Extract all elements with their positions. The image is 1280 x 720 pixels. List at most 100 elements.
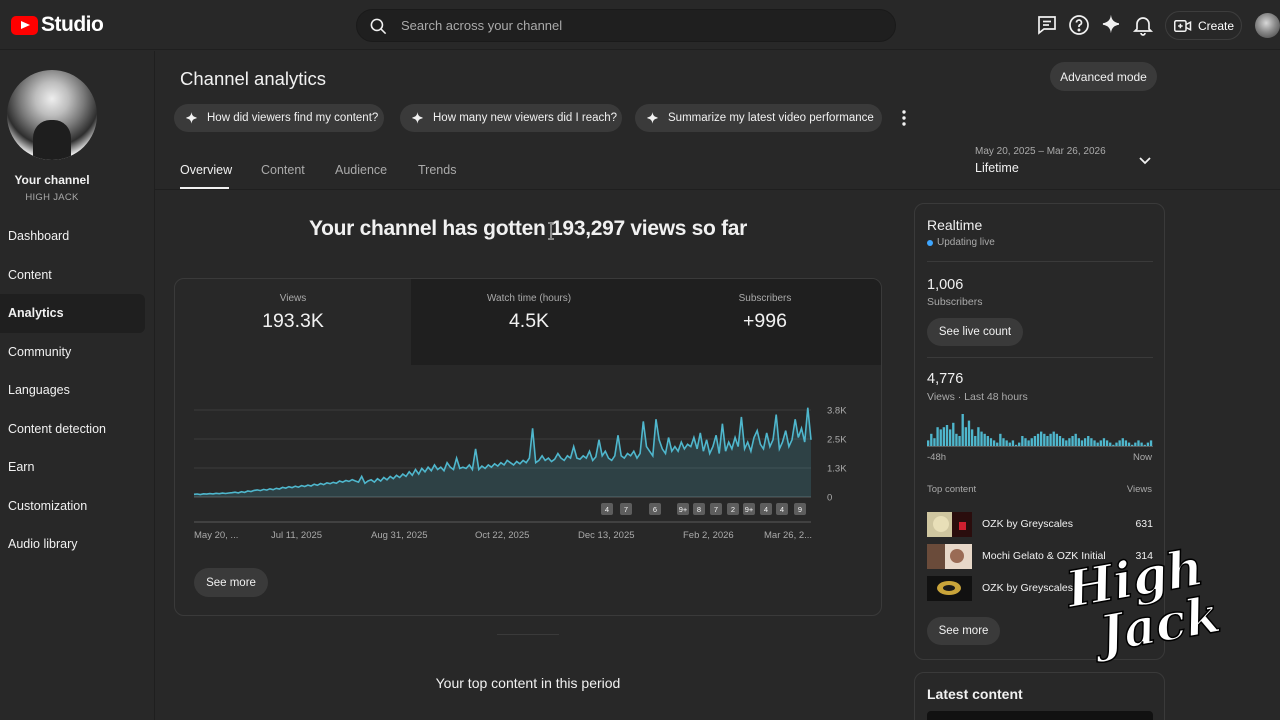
realtime-bar: [1074, 433, 1077, 447]
realtime-views-label: Views · Last 48 hours: [927, 391, 1028, 403]
search-icon[interactable]: [369, 17, 388, 36]
feedback-icon[interactable]: [1035, 13, 1059, 37]
realtime-bar: [980, 431, 983, 447]
realtime-bar: [1002, 438, 1005, 447]
realtime-bar: [1118, 440, 1121, 447]
realtime-bar: [1043, 433, 1046, 447]
create-button[interactable]: Create: [1165, 11, 1242, 40]
realtime-axis-end: Now: [1132, 452, 1152, 463]
video-marker-count: 7: [624, 505, 628, 514]
page-title: Channel analytics: [180, 68, 327, 89]
realtime-bar: [1146, 442, 1150, 447]
x-tick-label: Aug 31, 2025: [371, 530, 428, 541]
realtime-bar-chart[interactable]: [927, 412, 1153, 447]
realtime-bar: [977, 427, 980, 447]
realtime-title: Realtime: [927, 217, 983, 233]
sidebar-item-dashboard[interactable]: Dashboard: [8, 229, 70, 244]
video-marker-badge: [727, 503, 739, 515]
video-marker-count: 8: [697, 505, 701, 514]
date-range-label[interactable]: Lifetime: [975, 161, 1019, 175]
realtime-subscribers-value: 1,006: [927, 277, 964, 293]
realtime-bar: [989, 438, 993, 447]
realtime-bar: [1096, 442, 1099, 447]
realtime-bar: [961, 414, 964, 447]
realtime-bar: [1099, 440, 1102, 447]
realtime-bar: [1005, 440, 1008, 447]
realtime-bar: [939, 429, 942, 447]
realtime-bar: [992, 440, 996, 447]
live-status: Updating live: [927, 237, 995, 248]
sidebar-nav: Dashboard Content Analytics Community La…: [0, 217, 145, 564]
suggestion-chip-new-viewers[interactable]: How many new viewers did I reach?: [400, 104, 622, 132]
sparkle-icon: [647, 111, 658, 123]
realtime-bar: [1046, 436, 1049, 447]
high-jack-watermark-logo: High Jack: [1060, 540, 1225, 665]
sidebar-item-content-detection[interactable]: Content detection: [8, 421, 106, 436]
advanced-mode-button[interactable]: Advanced mode: [1050, 62, 1157, 91]
video-marker-count: 9+: [679, 505, 688, 514]
suggestion-chip-find-content[interactable]: How did viewers find my content?: [174, 104, 384, 132]
tab-overview[interactable]: Overview: [180, 163, 233, 177]
chevron-down-icon[interactable]: [1137, 154, 1153, 168]
realtime-bar: [1036, 433, 1040, 447]
video-marker-count: 9+: [745, 505, 754, 514]
sidebar-item-content[interactable]: Content: [8, 267, 52, 282]
metric-views[interactable]: Views 193.3K: [175, 279, 411, 365]
channel-avatar[interactable]: [7, 70, 97, 160]
metric-subscribers[interactable]: Subscribers +996: [647, 279, 881, 365]
realtime-bar: [1140, 442, 1143, 447]
realtime-bar: [1080, 440, 1084, 447]
top-content-label: Top content: [927, 484, 977, 495]
metric-value: +996: [743, 310, 787, 332]
sidebar-item-audio-library[interactable]: Audio library: [8, 537, 78, 552]
tab-trends[interactable]: Trends: [418, 163, 457, 177]
row-title: OZK by Greyscales R: [982, 582, 1084, 594]
realtime-bar: [942, 427, 946, 447]
metric-watch-time[interactable]: Watch time (hours) 4.5K: [411, 279, 647, 365]
views-line-chart[interactable]: 0 1.3K 2.5K 3.8K 4 7 6 9+ 8 7 2 9+ 4 4 9 May 20, ... Jul…: [175, 279, 881, 559]
top-content-row[interactable]: OZK by Greyscales 631: [927, 512, 1153, 538]
realtime-bar: [1024, 438, 1027, 447]
y-tick-label: 0: [827, 493, 832, 504]
create-video-icon: [1174, 19, 1192, 32]
y-tick-label: 3.8K: [827, 406, 847, 417]
more-options-icon[interactable]: [897, 109, 911, 127]
realtime-bar: [1061, 438, 1065, 447]
suggestion-chip-summarize[interactable]: Summarize my latest video performance: [635, 104, 882, 132]
sidebar-item-community[interactable]: Community: [8, 344, 72, 359]
sidebar-item-languages[interactable]: Languages: [8, 383, 70, 398]
metric-label: Watch time (hours): [486, 293, 572, 304]
help-icon[interactable]: [1067, 13, 1091, 37]
search-bar[interactable]: [356, 9, 896, 42]
realtime-bar: [1083, 438, 1087, 447]
realtime-bar: [952, 422, 955, 447]
realtime-bar: [1087, 436, 1090, 447]
section-divider: [497, 634, 559, 635]
metric-value: 193.3K: [262, 310, 324, 332]
realtime-bar: [1124, 440, 1128, 447]
row-views: 631: [1135, 518, 1153, 530]
account-avatar[interactable]: [1255, 13, 1280, 38]
realtime-bar: [1131, 444, 1134, 447]
sidebar-item-customization[interactable]: Customization: [8, 498, 88, 513]
youtube-play-icon: [11, 15, 38, 35]
see-live-count-button[interactable]: See live count: [927, 318, 1023, 346]
tab-audience[interactable]: Audience: [335, 163, 388, 177]
sidebar-item-earn[interactable]: Earn: [8, 460, 35, 475]
latest-video-thumbnail[interactable]: [927, 711, 1153, 720]
see-more-button[interactable]: See more: [194, 568, 268, 597]
tab-content[interactable]: Content: [261, 163, 305, 177]
studio-logo[interactable]: Studio: [11, 13, 104, 37]
top-content-row[interactable]: Mochi Gelato & OZK Initial 314: [927, 544, 1153, 570]
top-content-row[interactable]: OZK by Greyscales R: [927, 576, 1153, 602]
sidebar-item-analytics[interactable]: Analytics: [0, 294, 145, 333]
sparkle-icon[interactable]: [1099, 13, 1123, 37]
video-marker-count: 9: [798, 505, 802, 514]
video-marker-badge: [649, 503, 661, 515]
notifications-bell-icon[interactable]: [1131, 13, 1155, 37]
realtime-see-more-button[interactable]: See more: [927, 617, 1000, 645]
video-marker-badge: [760, 503, 772, 515]
search-input[interactable]: [401, 10, 881, 41]
realtime-bar: [1030, 438, 1033, 447]
date-range-text[interactable]: May 20, 2025 – Mar 26, 2026: [975, 146, 1106, 157]
